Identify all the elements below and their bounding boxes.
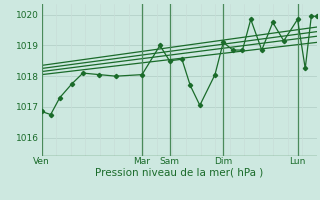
X-axis label: Pression niveau de la mer( hPa ): Pression niveau de la mer( hPa ) <box>95 168 263 178</box>
